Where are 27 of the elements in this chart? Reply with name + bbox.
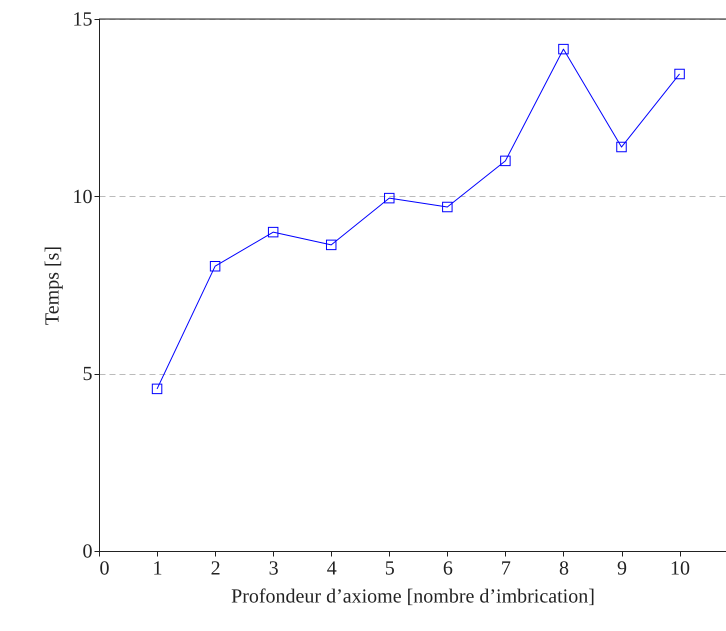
x-tick-label: 7	[500, 558, 511, 580]
x-tick-label: 9	[617, 558, 627, 580]
point	[268, 226, 278, 238]
point	[210, 260, 220, 272]
x-tick-label: 8	[558, 558, 569, 580]
point	[674, 68, 685, 80]
x-tick-label: 10	[670, 558, 690, 580]
x-tick-label: 5	[384, 558, 395, 580]
x-tick-label: 3	[268, 558, 279, 580]
x-axis-title: Profondeur d’axiome [nombre d’imbrication]	[231, 586, 595, 608]
point	[384, 192, 395, 204]
y-tick-label: 0	[82, 540, 92, 562]
y-tick-label: 10	[72, 186, 92, 208]
point	[152, 384, 162, 394]
point	[326, 240, 336, 250]
x-tick-label: 6	[442, 558, 453, 580]
x-tick-label: 2	[210, 558, 221, 580]
y-axis-title: Temps [s]	[42, 246, 64, 326]
point	[558, 44, 569, 54]
y-tick-label: 15	[72, 8, 92, 30]
point	[442, 202, 453, 212]
y-tick-label: 5	[82, 363, 92, 386]
point	[616, 142, 627, 152]
x-tick-label: 4	[326, 558, 337, 580]
x-tick-label: 1	[152, 558, 163, 580]
point	[500, 156, 511, 166]
x-tick-label: 0	[100, 558, 110, 580]
